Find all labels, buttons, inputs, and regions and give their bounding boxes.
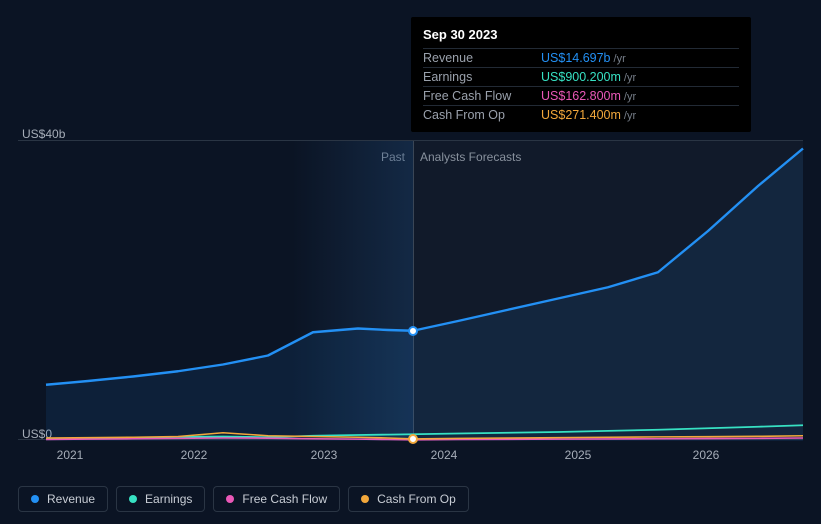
legend-swatch	[129, 495, 137, 503]
tooltip-row-unit: /yr	[624, 110, 636, 122]
x-tick: 2026	[693, 448, 720, 462]
legend-item-fcf[interactable]: Free Cash Flow	[213, 486, 340, 512]
tooltip-row-value: US$900.200m	[541, 70, 621, 84]
legend-label: Free Cash Flow	[242, 492, 327, 506]
x-tick: 2023	[311, 448, 338, 462]
tooltip-row-unit: /yr	[614, 53, 626, 65]
tooltip-row-label: Cash From Op	[423, 108, 541, 122]
tooltip-row-label: Revenue	[423, 51, 541, 65]
legend-item-cfo[interactable]: Cash From Op	[348, 486, 469, 512]
tooltip: Sep 30 2023 RevenueUS$14.697b/yrEarnings…	[411, 17, 751, 132]
legend: Revenue Earnings Free Cash Flow Cash From O…	[18, 486, 469, 512]
tooltip-row: RevenueUS$14.697b/yr	[423, 48, 739, 67]
legend-label: Cash From Op	[377, 492, 456, 506]
legend-item-earnings[interactable]: Earnings	[116, 486, 205, 512]
y-axis-label-top: US$40b	[22, 127, 65, 141]
tooltip-row-value: US$162.800m	[541, 89, 621, 103]
x-tick: 2025	[565, 448, 592, 462]
plot-area[interactable]	[18, 140, 803, 440]
tooltip-row-unit: /yr	[624, 72, 636, 84]
tooltip-row: Cash From OpUS$271.400m/yr	[423, 105, 739, 124]
chart-lines	[18, 141, 803, 441]
legend-item-revenue[interactable]: Revenue	[18, 486, 108, 512]
legend-label: Earnings	[145, 492, 192, 506]
tooltip-row-value: US$14.697b	[541, 51, 611, 65]
marker-revenue	[408, 326, 418, 336]
x-axis: 2021 2022 2023 2024 2025 2026	[18, 448, 803, 468]
tooltip-title: Sep 30 2023	[423, 27, 739, 48]
x-tick: 2021	[57, 448, 84, 462]
tooltip-row: EarningsUS$900.200m/yr	[423, 67, 739, 86]
tooltip-row: Free Cash FlowUS$162.800m/yr	[423, 86, 739, 105]
legend-swatch	[226, 495, 234, 503]
tooltip-row-value: US$271.400m	[541, 108, 621, 122]
legend-label: Revenue	[47, 492, 95, 506]
tooltip-row-unit: /yr	[624, 91, 636, 103]
tooltip-rows: RevenueUS$14.697b/yrEarningsUS$900.200m/…	[423, 48, 739, 124]
tooltip-row-label: Free Cash Flow	[423, 89, 541, 103]
legend-swatch	[31, 495, 39, 503]
tooltip-row-label: Earnings	[423, 70, 541, 84]
legend-swatch	[361, 495, 369, 503]
marker-cfo	[408, 434, 418, 444]
x-tick: 2024	[431, 448, 458, 462]
x-tick: 2022	[181, 448, 208, 462]
